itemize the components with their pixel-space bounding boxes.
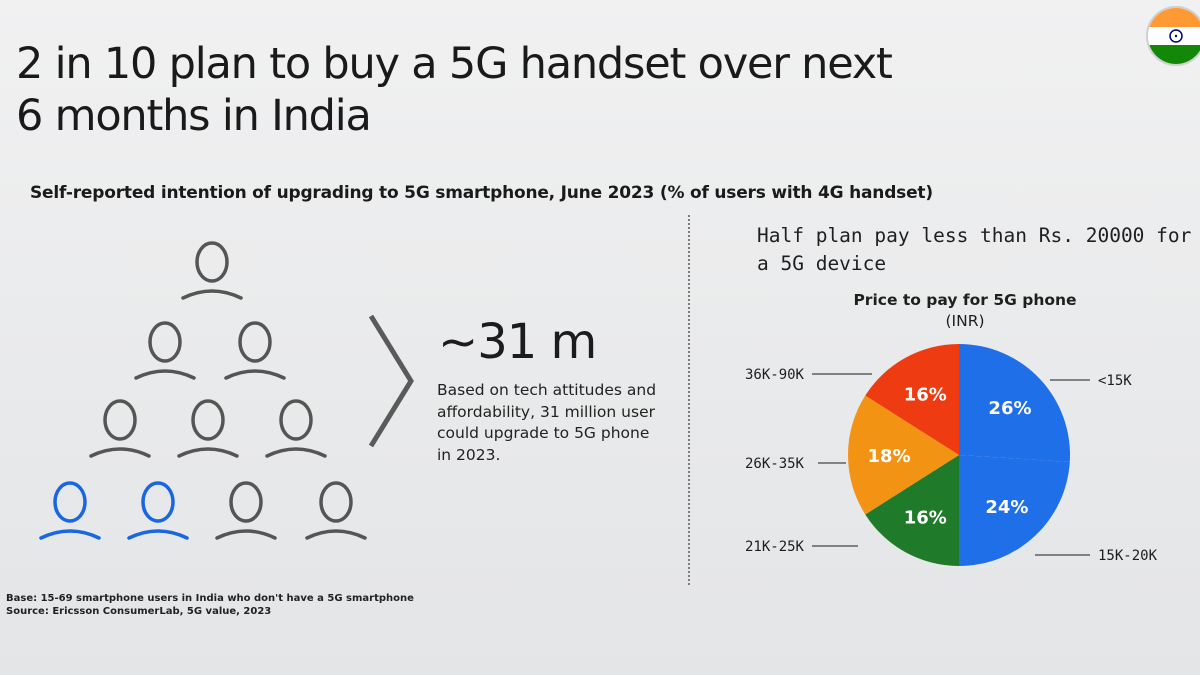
india-flag-icon: [1146, 6, 1200, 66]
pie-slice: [848, 395, 959, 515]
person-icon: [265, 399, 327, 458]
person-icon: [177, 399, 239, 458]
pie-value-label: 16%: [904, 507, 947, 528]
footnote: Base: 15-69 smartphone users in India wh…: [6, 592, 414, 618]
person-icon: [89, 399, 151, 458]
pie-category-label: <15K: [1098, 373, 1132, 389]
pie-value-label: 24%: [985, 497, 1028, 518]
pie-category-label: 21K-25K: [745, 539, 805, 555]
pie-value-label: 26%: [988, 398, 1031, 419]
pie-slice: [865, 455, 959, 566]
pie-title: Price to pay for 5G phone (INR): [820, 290, 1110, 332]
pie-slice: [865, 344, 959, 455]
footnote-source: Source: Ericsson ConsumerLab, 5G value, …: [6, 606, 272, 617]
slide-title: 2 in 10 plan to buy a 5G handset over ne…: [16, 39, 893, 141]
footnote-base: Base: 15-69 smartphone users in India wh…: [6, 593, 414, 604]
chevron-right-icon: [368, 314, 414, 448]
people-pictogram: [39, 241, 367, 540]
chart-subtitle: Self-reported intention of upgrading to …: [30, 183, 933, 203]
person-icon-highlighted: [127, 481, 189, 540]
users-estimate: ~31 m: [438, 314, 597, 370]
pie-slice: [959, 344, 1070, 462]
pie-chart: 26% <15K 24% 15K-20K 16% 21K-25K 18% 26K-35K 16%…: [745, 344, 1158, 566]
pie-title-text: Price to pay for 5G phone: [853, 291, 1077, 309]
person-icon: [305, 481, 367, 540]
person-icon: [134, 321, 196, 380]
pie-slice: [959, 455, 1070, 566]
pie-value-label: 18%: [868, 446, 911, 467]
price-headline: Half plan pay less than Rs. 20000 for a …: [757, 224, 1192, 275]
pie-value-label: 16%: [904, 385, 947, 406]
divider: [688, 215, 690, 585]
person-icon: [181, 241, 243, 300]
person-icon-highlighted: [39, 481, 101, 540]
person-icon: [224, 321, 286, 380]
pie-category-label: 36K-90K: [745, 367, 805, 383]
users-estimate-description: Based on tech attitudes and affordabilit…: [437, 381, 657, 464]
pie-category-label: 15K-20K: [1098, 548, 1158, 564]
pie-unit: (INR): [945, 312, 985, 330]
person-icon: [215, 481, 277, 540]
pie-category-label: 26K-35K: [745, 456, 805, 472]
